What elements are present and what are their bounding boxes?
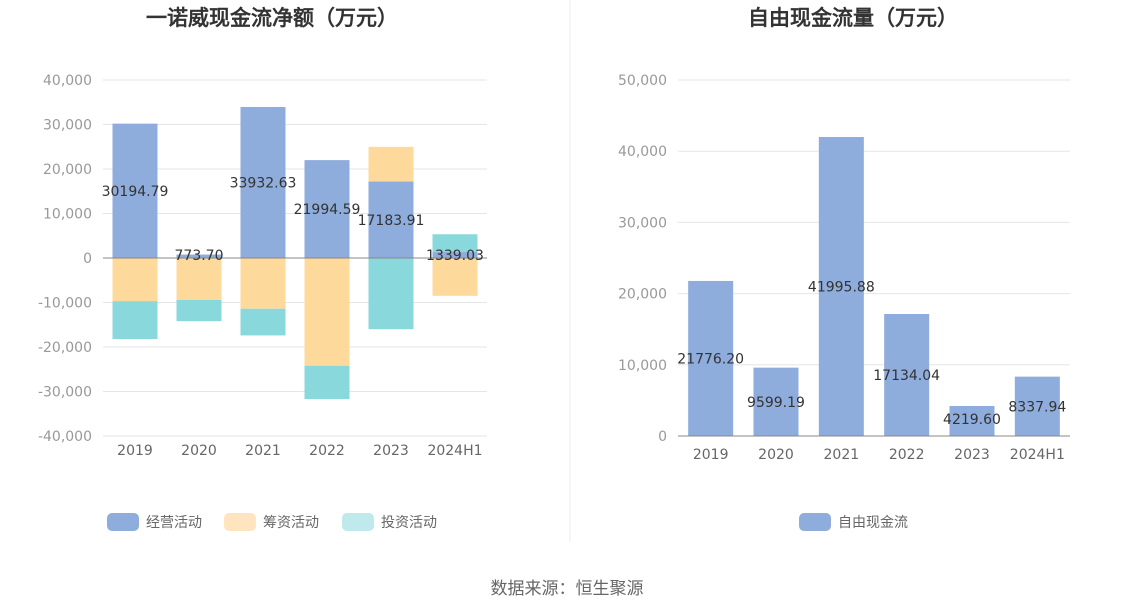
- y-tick-label: -40,000: [38, 429, 92, 445]
- data-label: 17183.91: [358, 213, 425, 229]
- y-tick-label: 30,000: [43, 118, 92, 134]
- y-tick-label: 0: [83, 251, 92, 267]
- data-label: 21776.20: [677, 351, 744, 367]
- y-tick-label: 0: [658, 429, 667, 445]
- chart-title: 一诺威现金流净额（万元）: [146, 6, 398, 30]
- x-tick-label: 2020: [181, 443, 217, 459]
- chart-title: 自由现金流量（万元）: [748, 6, 958, 30]
- y-tick-label: 40,000: [43, 73, 92, 89]
- bar-筹资活动: [176, 258, 222, 300]
- bar-经营活动: [240, 106, 286, 259]
- data-label: 9599.19: [747, 395, 805, 411]
- data-label: 21994.59: [294, 202, 361, 218]
- bar-筹资活动: [304, 258, 350, 366]
- bar-筹资活动: [240, 258, 286, 309]
- bar-投资活动: [176, 299, 222, 322]
- legend-swatch: [799, 513, 831, 531]
- y-tick-label: 50,000: [618, 73, 667, 89]
- x-tick-label: 2019: [693, 447, 729, 463]
- bar-自由现金流: [1014, 376, 1060, 436]
- bar-投资活动: [368, 258, 414, 330]
- bar-经营活动: [176, 254, 222, 258]
- bar-投资活动: [240, 308, 286, 336]
- legend-swatch: [342, 513, 374, 531]
- bar-自由现金流: [949, 405, 995, 436]
- y-tick-label: 10,000: [618, 358, 667, 374]
- x-tick-label: 2021: [245, 443, 281, 459]
- bar-投资活动: [432, 234, 478, 253]
- legend-swatch: [224, 513, 256, 531]
- bar-经营活动: [368, 181, 414, 258]
- x-tick-label: 2021: [824, 447, 860, 463]
- x-tick-label: 2022: [309, 443, 345, 459]
- bar-筹资活动: [112, 258, 158, 302]
- data-label: 41995.88: [808, 279, 875, 295]
- bar-筹资活动: [368, 146, 414, 182]
- bar-自由现金流: [818, 136, 864, 437]
- free-cash-flow-chart: 自由现金流量（万元） 50,000 40,000 30,000 20,000 10,000…: [618, 6, 1070, 531]
- bar-经营活动: [112, 123, 158, 259]
- data-label: 4219.60: [943, 412, 1001, 428]
- data-label: 773.70: [175, 248, 224, 264]
- legend-label: 自由现金流: [838, 515, 908, 531]
- x-tick-label: 2022: [889, 447, 925, 463]
- x-tick-label: 2024H1: [427, 443, 482, 459]
- x-tick-label: 2024H1: [1010, 447, 1065, 463]
- cash-flow-net-chart: 一诺威现金流净额（万元） 40,000 30,000 20,000 10,000 0 -10…: [38, 6, 487, 531]
- bar-自由现金流: [884, 314, 930, 436]
- legend-swatch: [107, 513, 139, 531]
- data-source-note: 数据来源：恒生聚源: [490, 579, 644, 599]
- bar-投资活动: [304, 365, 350, 400]
- y-tick-label: 40,000: [618, 144, 667, 160]
- y-tick-label: 30,000: [618, 215, 667, 231]
- data-label: 33932.63: [230, 175, 297, 191]
- bar-投资活动: [112, 301, 158, 339]
- y-tick-label: 20,000: [43, 162, 92, 178]
- bar-自由现金流: [688, 280, 734, 436]
- bar-自由现金流: [753, 367, 799, 436]
- legend-label: 筹资活动: [263, 514, 319, 531]
- x-tick-label: 2019: [117, 443, 153, 459]
- y-tick-label: -20,000: [38, 340, 92, 356]
- x-tick-label: 2020: [758, 447, 794, 463]
- bar-筹资活动: [432, 258, 478, 296]
- y-tick-label: -10,000: [38, 296, 92, 312]
- data-label: 30194.79: [102, 184, 169, 200]
- legend-label: 经营活动: [146, 515, 202, 531]
- x-tick-label: 2023: [954, 447, 990, 463]
- data-label: 1339.03: [426, 248, 484, 264]
- data-label: 8337.94: [1008, 399, 1066, 415]
- bar-经营活动: [304, 160, 350, 258]
- y-tick-label: -30,000: [38, 385, 92, 401]
- data-label: 17134.04: [873, 368, 940, 384]
- x-tick-label: 2023: [373, 443, 409, 459]
- legend-label: 投资活动: [381, 515, 437, 531]
- bar-经营活动: [432, 252, 478, 258]
- y-tick-label: 20,000: [618, 287, 667, 303]
- y-tick-label: 10,000: [43, 207, 92, 223]
